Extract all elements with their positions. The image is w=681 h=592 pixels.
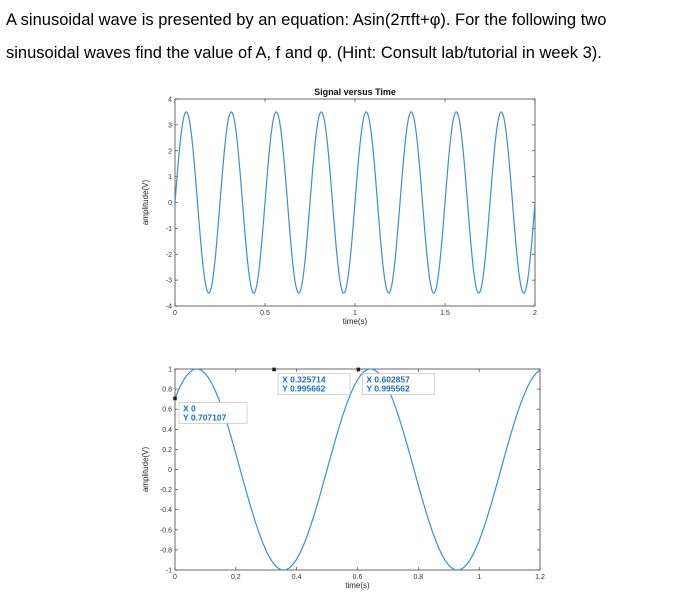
question-line-1: A sinusoidal wave is presented by an equ… bbox=[6, 11, 607, 29]
y-axis-label: amplitude(V) bbox=[141, 446, 150, 492]
y-tick-label: 1 bbox=[168, 367, 172, 374]
x-tick-label: 1 bbox=[353, 310, 357, 317]
y-tick-label: -0.4 bbox=[160, 507, 172, 514]
x-tick-label: 1.5 bbox=[440, 310, 450, 317]
datatip-x-value: X 0.325714 bbox=[282, 374, 326, 384]
x-tick-label: 1.2 bbox=[535, 574, 545, 581]
x-axis-label: time(s) bbox=[343, 317, 368, 326]
y-axis-label: amplitude(V) bbox=[141, 179, 150, 225]
x-tick-label: 2 bbox=[533, 310, 537, 317]
datatip-box bbox=[277, 373, 351, 395]
y-tick-label: -0.6 bbox=[160, 527, 172, 534]
x-tick-label: 0.5 bbox=[260, 310, 270, 317]
y-tick-label: 0.8 bbox=[162, 387, 172, 394]
x-axis-label: time(s) bbox=[345, 581, 370, 590]
y-tick-label: 0.2 bbox=[162, 447, 172, 454]
question-text: A sinusoidal wave is presented by an equ… bbox=[6, 4, 676, 70]
datatip-x-value: X 0 bbox=[183, 403, 196, 413]
y-tick-label: 2 bbox=[168, 148, 172, 155]
y-tick-label: -4 bbox=[166, 304, 172, 311]
datatip-marker bbox=[173, 396, 177, 401]
y-tick-label: -3 bbox=[166, 278, 172, 285]
datatip-y-value: Y 0.707107 bbox=[183, 412, 227, 422]
y-tick-label: 1 bbox=[168, 174, 172, 181]
series-line bbox=[174, 368, 541, 571]
datatip-box bbox=[362, 373, 435, 395]
chart-title: Signal versus Time bbox=[314, 87, 396, 97]
y-tick-label: 0.6 bbox=[162, 407, 172, 414]
y-tick-label: 3 bbox=[168, 122, 172, 129]
plot-area bbox=[174, 368, 541, 571]
y-tick-label: -0.2 bbox=[160, 487, 172, 494]
y-tick-label: 4 bbox=[168, 97, 172, 104]
x-tick-label: 1 bbox=[477, 574, 481, 581]
datatip-x-value: X 0.602857 bbox=[366, 374, 410, 384]
y-tick-label: 0 bbox=[168, 200, 172, 207]
x-tick-label: 0 bbox=[173, 310, 177, 317]
y-tick-label: -2 bbox=[166, 252, 172, 259]
second-signal-chart: 0 0.2 0.4 0.6 0.8 1 1.2 1 0.8 0.6 0.4 0.2 0 -0.2 -0.4 -… bbox=[141, 367, 545, 591]
y-tick-label: 0 bbox=[168, 467, 172, 474]
y-tick-label: 0.4 bbox=[162, 427, 172, 434]
datatip-box bbox=[178, 402, 248, 424]
x-tick-label: 0.6 bbox=[353, 574, 363, 581]
datatip-y-value: Y 0.995662 bbox=[282, 383, 326, 393]
datatip-marker bbox=[272, 367, 276, 372]
datatip-marker bbox=[356, 367, 361, 372]
x-tick-label: 0.8 bbox=[413, 574, 423, 581]
series-line bbox=[174, 111, 536, 294]
datatip-y-value: Y 0.995562 bbox=[366, 383, 410, 393]
y-tick-label: -1 bbox=[166, 568, 172, 575]
y-tick-label: -1 bbox=[166, 226, 172, 233]
x-tick-label: 0.4 bbox=[292, 574, 302, 581]
y-tick-label: -0.8 bbox=[160, 547, 172, 554]
x-tick-label: 0.2 bbox=[231, 574, 241, 581]
question-line-2: sinusoidal waves find the value of A, f … bbox=[6, 44, 602, 62]
signal-versus-time-chart: 0 0.5 1 1.5 2 4 3 2 1 0 -1 -2 -3 -4 Signal versus Time… bbox=[141, 87, 537, 326]
x-tick-label: 0 bbox=[173, 574, 177, 581]
